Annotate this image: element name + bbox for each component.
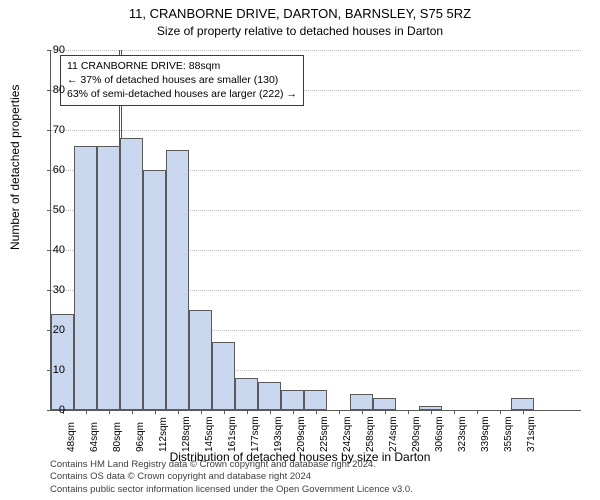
footer-line: Contains HM Land Registry data © Crown c… — [50, 459, 413, 471]
footer-attribution: Contains HM Land Registry data © Crown c… — [50, 459, 413, 496]
xtick-mark — [293, 410, 294, 414]
ytick-label: 70 — [53, 124, 65, 136]
ytick-mark — [47, 130, 51, 131]
xtick-mark — [385, 410, 386, 414]
xtick-mark — [247, 410, 248, 414]
xtick-mark — [500, 410, 501, 414]
xtick-mark — [408, 410, 409, 414]
annotation-line: 11 CRANBORNE DRIVE: 88sqm — [67, 59, 297, 73]
chart-title-line2: Size of property relative to detached ho… — [0, 24, 600, 38]
xtick-mark — [454, 410, 455, 414]
xtick-label: 80sqm — [112, 422, 123, 452]
xtick-label: 128sqm — [181, 416, 192, 452]
ytick-label: 90 — [53, 44, 65, 56]
xtick-mark — [155, 410, 156, 414]
histogram-bar — [212, 342, 235, 410]
xtick-label: 290sqm — [411, 416, 422, 452]
ytick-mark — [47, 410, 51, 411]
xtick-label: 258sqm — [365, 416, 376, 452]
gridline — [51, 130, 581, 131]
histogram-bar — [304, 390, 327, 410]
xtick-mark — [109, 410, 110, 414]
xtick-label: 306sqm — [434, 416, 445, 452]
ytick-mark — [47, 170, 51, 171]
ytick-label: 30 — [53, 284, 65, 296]
xtick-mark — [339, 410, 340, 414]
histogram-bar — [189, 310, 212, 410]
ytick-label: 50 — [53, 204, 65, 216]
histogram-bar — [143, 170, 166, 410]
ytick-label: 40 — [53, 244, 65, 256]
xtick-mark — [316, 410, 317, 414]
gridline — [51, 50, 581, 51]
xtick-mark — [86, 410, 87, 414]
xtick-label: 242sqm — [342, 416, 353, 452]
histogram-bar — [235, 378, 258, 410]
xtick-mark — [362, 410, 363, 414]
xtick-label: 48sqm — [66, 422, 77, 452]
histogram-bar — [281, 390, 304, 410]
xtick-label: 339sqm — [480, 416, 491, 452]
xtick-mark — [132, 410, 133, 414]
xtick-label: 323sqm — [457, 416, 468, 452]
xtick-label: 177sqm — [250, 416, 261, 452]
ytick-label: 0 — [59, 404, 65, 416]
xtick-label: 274sqm — [388, 416, 399, 452]
xtick-label: 64sqm — [89, 422, 100, 452]
xtick-label: 225sqm — [319, 416, 330, 452]
xtick-mark — [201, 410, 202, 414]
annotation-box: 11 CRANBORNE DRIVE: 88sqm ← 37% of detac… — [60, 55, 304, 106]
histogram-bar — [258, 382, 281, 410]
xtick-mark — [224, 410, 225, 414]
histogram-bar — [166, 150, 189, 410]
histogram-bar — [74, 146, 97, 410]
histogram-bar — [373, 398, 396, 410]
xtick-mark — [431, 410, 432, 414]
histogram-bar — [511, 398, 534, 410]
xtick-label: 209sqm — [296, 416, 307, 452]
xtick-label: 371sqm — [526, 416, 537, 452]
ytick-label: 20 — [53, 324, 65, 336]
footer-line: Contains OS data © Crown copyright and d… — [50, 471, 413, 483]
histogram-bar — [120, 138, 143, 410]
histogram-bar — [350, 394, 373, 410]
ytick-mark — [47, 290, 51, 291]
annotation-line: 63% of semi-detached houses are larger (… — [67, 87, 297, 101]
xtick-label: 355sqm — [503, 416, 514, 452]
histogram-bar — [97, 146, 120, 410]
xtick-mark — [270, 410, 271, 414]
ytick-mark — [47, 210, 51, 211]
ytick-label: 80 — [53, 84, 65, 96]
y-axis-label: Number of detached properties — [8, 85, 22, 250]
ytick-label: 60 — [53, 164, 65, 176]
ytick-label: 10 — [53, 364, 65, 376]
xtick-label: 193sqm — [273, 416, 284, 452]
chart-container: 11, CRANBORNE DRIVE, DARTON, BARNSLEY, S… — [0, 0, 600, 500]
xtick-mark — [178, 410, 179, 414]
footer-line: Contains public sector information licen… — [50, 484, 413, 496]
xtick-label: 96sqm — [135, 422, 146, 452]
xtick-label: 145sqm — [204, 416, 215, 452]
chart-title-line1: 11, CRANBORNE DRIVE, DARTON, BARNSLEY, S… — [0, 6, 600, 21]
ytick-mark — [47, 90, 51, 91]
ytick-mark — [47, 50, 51, 51]
xtick-mark — [523, 410, 524, 414]
xtick-label: 161sqm — [227, 416, 238, 452]
annotation-line: ← 37% of detached houses are smaller (13… — [67, 73, 297, 87]
xtick-mark — [477, 410, 478, 414]
xtick-label: 112sqm — [158, 417, 169, 452]
ytick-mark — [47, 250, 51, 251]
